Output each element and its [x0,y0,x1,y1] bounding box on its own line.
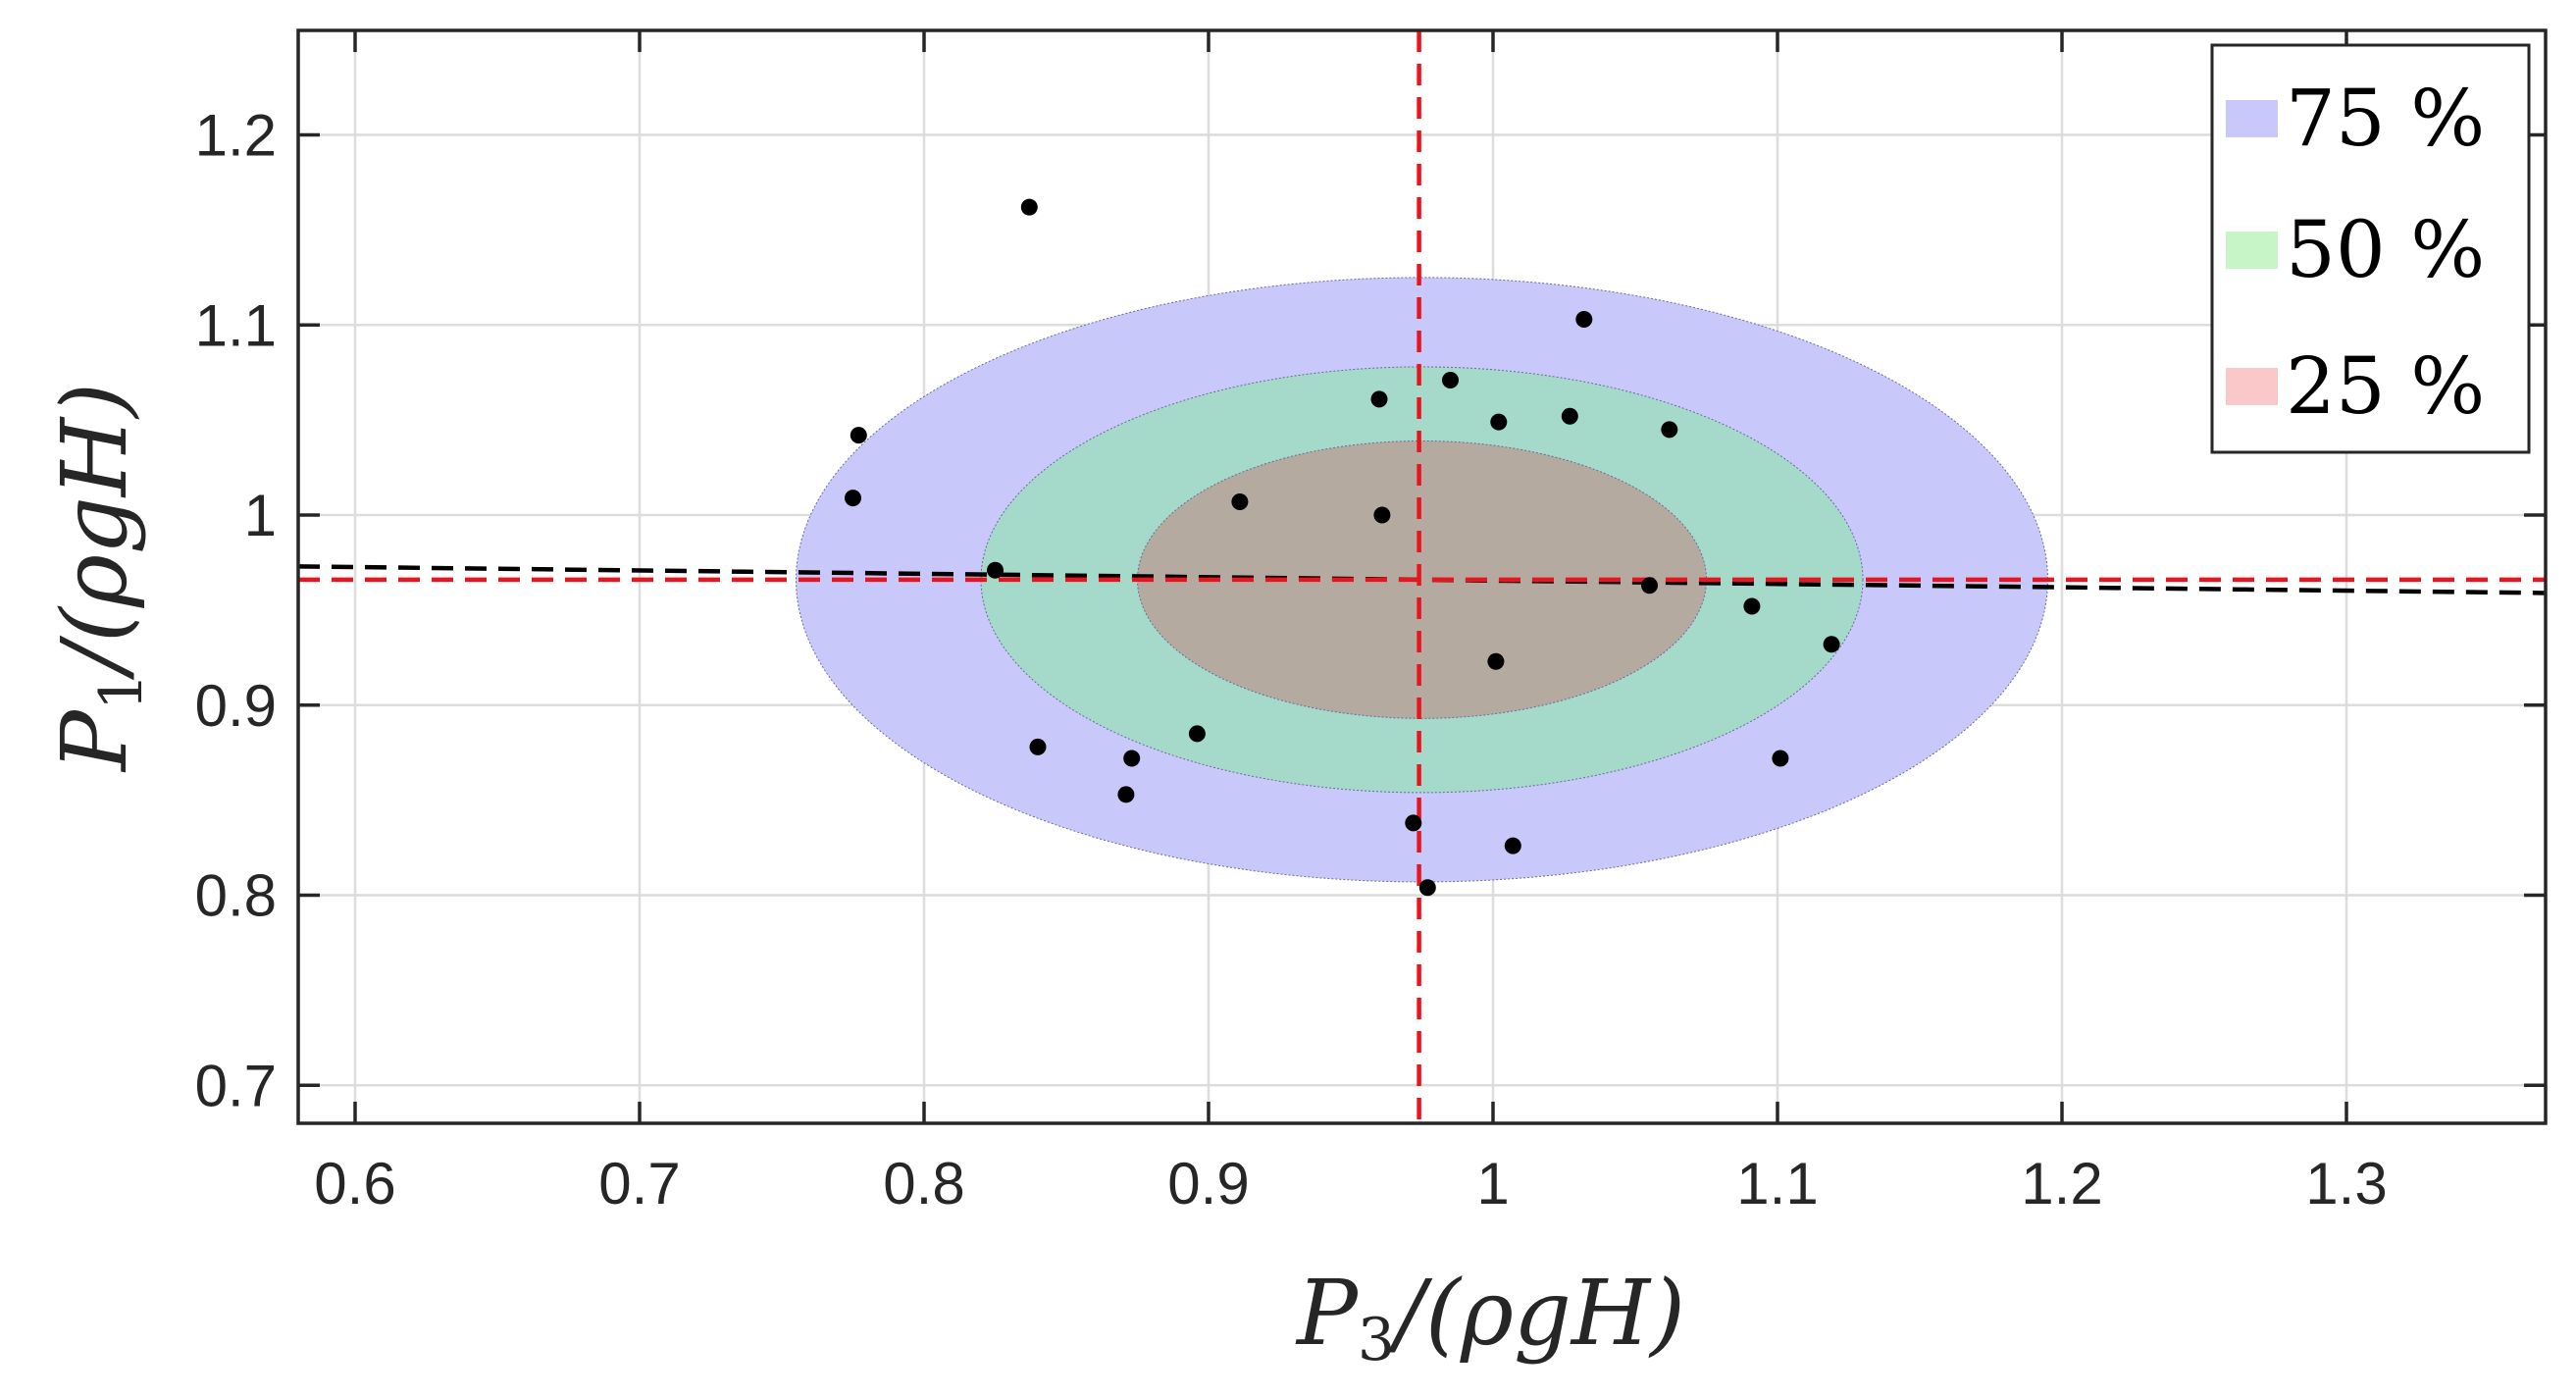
data-point [1373,506,1391,524]
confidence-ellipse-25 [1137,440,1707,719]
x-axis-label-var: P [1295,1261,1360,1366]
data-point [1661,421,1678,439]
data-point [1020,198,1038,216]
y-axis-label-var: P [42,708,147,773]
data-point [845,490,861,507]
data-points [845,198,1840,897]
data-point [1231,492,1249,510]
x-tick-label: 1.2 [2021,1151,2102,1216]
x-tick-label: 0.9 [1167,1151,1249,1216]
legend: 75 % 50 % 25 % [2210,43,2531,454]
data-point [1117,786,1135,803]
data-point [1405,814,1422,832]
tick-labels: 0.6 0.7 0.8 0.9 1 1.1 1.2 1.3 0.7 0.8 0.9 1 1.1 1.2 [195,103,2388,1216]
data-point [1418,879,1436,897]
x-tick-label: 0.7 [598,1151,680,1216]
data-point [1490,413,1508,431]
data-point [1504,837,1521,854]
data-point [1743,597,1761,615]
data-point [1772,750,1789,767]
x-tick-label: 1.1 [1736,1151,1818,1216]
data-point [1370,390,1388,408]
x-axis-label-sub: 3 [1358,1306,1395,1374]
y-tick-label: 1 [244,483,277,548]
legend-swatch-75 [2226,100,2278,137]
axis-ticks [298,30,2546,1123]
x-axis-label: P3/(ρgH) [1295,1261,1685,1374]
y-tick-label: 0.9 [195,673,277,739]
x-tick-label: 1 [1476,1151,1509,1216]
data-point [987,561,1004,579]
legend-swatch-50 [2226,232,2278,269]
y-axis-label-rest: /(ρgH) [42,383,147,681]
legend-label-50: 50 % [2286,204,2485,295]
data-point [1029,738,1047,755]
data-point [1442,371,1459,388]
data-point [1823,636,1840,653]
data-point [1123,750,1141,767]
confidence-ellipses [796,277,2048,883]
x-tick-label: 0.6 [314,1151,395,1216]
y-tick-label: 0.7 [195,1053,277,1118]
trend-line [298,564,2546,595]
x-tick-label: 0.8 [883,1151,964,1216]
data-point [1641,577,1658,595]
y-axis-label-sub: 1 [87,673,156,710]
y-tick-label: 0.8 [195,863,277,929]
legend-label-25: 25 % [2286,340,2485,432]
data-point [1561,407,1578,425]
reference-lines [298,30,2546,1123]
legend-label-75: 75 % [2286,73,2485,164]
y-axis-label: P1/(ρgH) [42,383,156,773]
y-tick-label: 1.1 [195,292,277,358]
data-point [1487,652,1505,670]
data-point [1575,310,1593,328]
x-axis-label-rest: /(ρgH) [1387,1261,1685,1366]
data-point [1188,725,1206,743]
legend-swatch-25 [2226,368,2278,405]
y-tick-label: 1.2 [195,103,277,169]
x-tick-label: 1.3 [2305,1151,2387,1216]
plot-frame [296,28,2548,1125]
data-point [850,427,867,444]
